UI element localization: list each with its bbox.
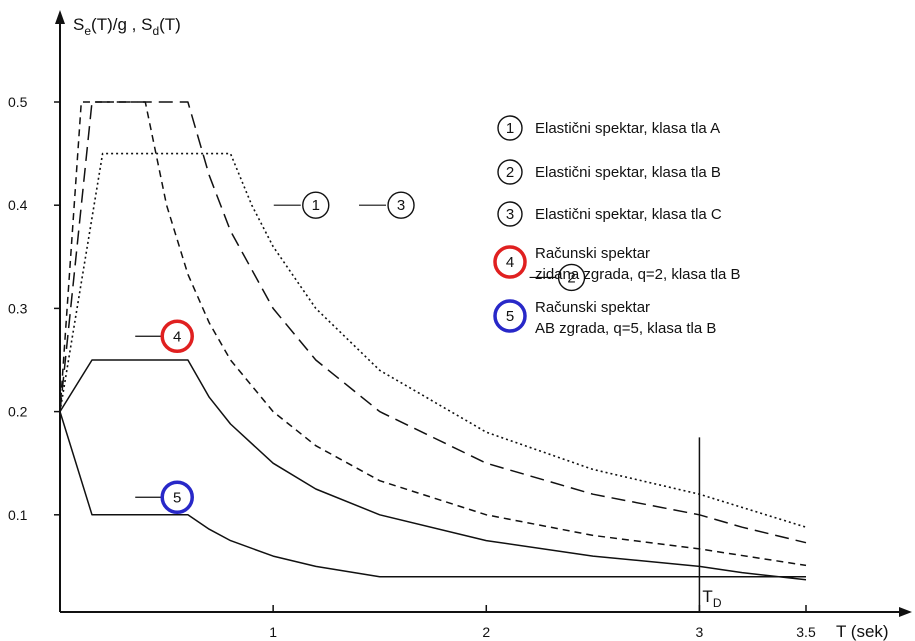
legend-item-1: 1 Elastični spektar, klasa tla A — [497, 115, 720, 141]
y-tick-label: 0.5 — [8, 94, 28, 110]
series-line-2 — [59, 101, 807, 544]
y-tick-label: 0.1 — [8, 507, 28, 523]
legend-badge-1 — [497, 115, 523, 141]
td-label: TD — [702, 587, 721, 610]
legend-item-4: 4 Računski spektar zidana zgrada, q=2, kla… — [493, 245, 741, 283]
legend-badge-number: 5 — [506, 308, 514, 325]
legend-label: Elastični spektar, klasa tla C — [535, 206, 722, 223]
callout-number: 5 — [173, 489, 181, 506]
legend-label: Elastični spektar, klasa tla A — [535, 120, 720, 137]
callout-number: 3 — [397, 197, 405, 214]
legend-label: Računski spektar — [535, 245, 650, 262]
x-tick-label: 3 — [696, 624, 704, 640]
x-tick-label: 1 — [269, 624, 277, 640]
y-axis-title: Se(T)/g , Sd(T) — [73, 15, 181, 38]
legend-badge-number: 3 — [506, 206, 514, 223]
y-tick-label: 0.4 — [8, 197, 28, 213]
legend-badge-5 — [493, 299, 527, 333]
x-tick-label: 2 — [482, 624, 490, 640]
x-axis-title: T (sek) — [836, 622, 889, 641]
y-tick-label: 0.3 — [8, 300, 28, 316]
legend-item-2: 2 Elastični spektar, klasa tla B — [497, 159, 721, 185]
callout-group: 1 3 2 4 5 — [135, 191, 586, 515]
legend-badge-4 — [493, 245, 527, 279]
callout-number: 4 — [173, 328, 181, 345]
legend-label: Elastični spektar, klasa tla B — [535, 164, 721, 181]
legend-label: Računski spektar — [535, 299, 650, 316]
x-tick-label: 3.5 — [796, 624, 816, 640]
legend-item-5: 5 Računski spektar AB zgrada, q=5, klasa t… — [493, 299, 716, 337]
legend-badge-2 — [497, 159, 523, 185]
td-label-sub: D — [713, 596, 722, 610]
series-line-5 — [59, 411, 806, 578]
callout-circle — [302, 191, 330, 219]
series-line-4 — [59, 359, 807, 581]
series-line-1 — [59, 101, 807, 567]
td-marker-group: TD — [698, 437, 722, 612]
series-group — [59, 101, 807, 581]
callout-circle — [557, 263, 586, 292]
legend-item-3: 3 Elastični spektar, klasa tla C — [497, 201, 722, 227]
y-axis-arrow-icon — [55, 10, 65, 24]
x-axis-arrow-icon — [899, 607, 912, 617]
legend-badge-number: 4 — [506, 254, 514, 271]
axes: Se(T)/g , Sd(T) T (sek) — [55, 10, 912, 641]
legend-badge-number: 2 — [506, 164, 514, 181]
callout-circle — [160, 319, 194, 354]
callout-circle — [160, 480, 194, 515]
callout-circle — [387, 191, 415, 219]
callout-number: 2 — [567, 269, 575, 286]
legend: 1 Elastični spektar, klasa tla A 2 Elastičn… — [493, 115, 741, 337]
legend-label: AB zgrada, q=5, klasa tla B — [535, 320, 716, 337]
legend-badge-number: 1 — [506, 120, 514, 137]
callout-number: 1 — [312, 197, 320, 214]
td-label-main: T — [702, 587, 712, 606]
series-line-3 — [59, 152, 807, 528]
y-tick-label: 0.2 — [8, 404, 28, 420]
legend-badge-3 — [497, 201, 523, 227]
legend-label: zidana zgrada, q=2, klasa tla B — [535, 266, 741, 283]
tick-group: 0.1 0.2 0.3 0.4 0.5 1 2 3 3.5 — [8, 94, 816, 640]
